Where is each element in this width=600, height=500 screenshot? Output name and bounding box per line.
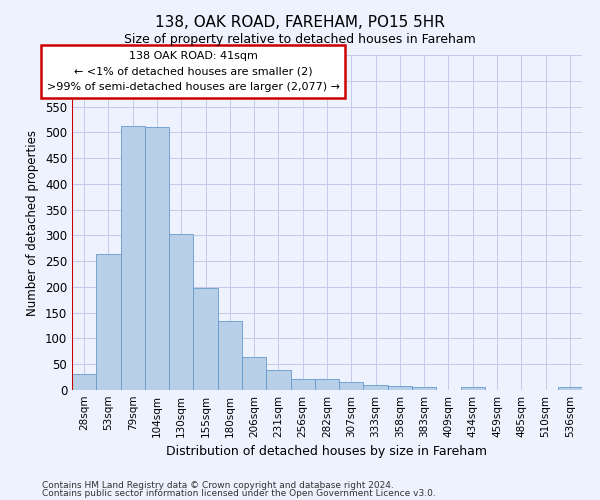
Bar: [121, 126, 145, 390]
Text: Contains public sector information licensed under the Open Government Licence v3: Contains public sector information licen…: [42, 489, 436, 498]
Text: 138 OAK ROAD: 41sqm
← <1% of detached houses are smaller (2)
>99% of semi-detach: 138 OAK ROAD: 41sqm ← <1% of detached ho…: [47, 51, 340, 92]
Bar: [315, 378, 339, 390]
X-axis label: Distribution of detached houses by size in Fareham: Distribution of detached houses by size …: [167, 446, 487, 458]
Y-axis label: Number of detached properties: Number of detached properties: [26, 130, 40, 316]
Text: 138, OAK ROAD, FAREHAM, PO15 5HR: 138, OAK ROAD, FAREHAM, PO15 5HR: [155, 15, 445, 30]
Text: Size of property relative to detached houses in Fareham: Size of property relative to detached ho…: [124, 32, 476, 46]
Bar: [558, 387, 582, 390]
Bar: [266, 370, 290, 390]
Bar: [339, 382, 364, 390]
Bar: [364, 386, 388, 390]
Text: Contains HM Land Registry data © Crown copyright and database right 2024.: Contains HM Land Registry data © Crown c…: [42, 480, 394, 490]
Bar: [242, 356, 266, 390]
Bar: [193, 288, 218, 390]
Bar: [169, 234, 193, 390]
Bar: [388, 386, 412, 390]
Bar: [218, 322, 242, 390]
Bar: [412, 387, 436, 390]
Bar: [72, 374, 96, 390]
Bar: [290, 378, 315, 390]
Bar: [461, 387, 485, 390]
Bar: [96, 254, 121, 390]
Bar: [145, 127, 169, 390]
